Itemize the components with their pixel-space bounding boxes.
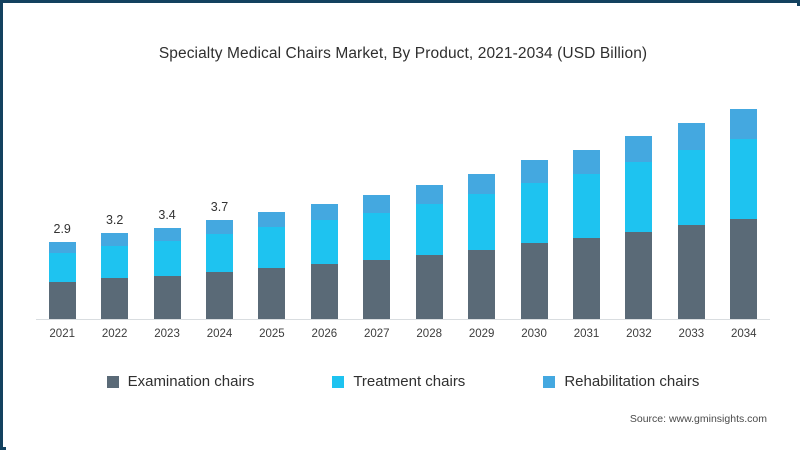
bar-segment-rehabilitation-chairs-2032 <box>625 136 653 162</box>
source-attribution: Source: www.gminsights.com <box>629 413 767 425</box>
bar-segment-rehabilitation-chairs-2033 <box>677 122 705 151</box>
bar-segment-rehabilitation-chairs-2030 <box>520 160 548 183</box>
legend-label: Rehabilitation chairs <box>564 373 700 390</box>
bar-segment-treatment-chairs-2033 <box>677 150 705 226</box>
bar-segment-rehabilitation-chairs-2027 <box>363 195 391 213</box>
bar-segment-treatment-chairs-2021 <box>48 252 76 283</box>
bar-segment-rehabilitation-chairs-2023 <box>153 227 181 241</box>
axis-baseline <box>36 319 770 320</box>
bar-value-label-2023: 3.4 <box>158 207 176 222</box>
bar-2026[interactable] <box>310 203 338 320</box>
x-axis-tick-2028: 2028 <box>416 328 442 340</box>
x-axis-tick-2021: 2021 <box>49 328 75 340</box>
bar-segment-examination-chairs-2026 <box>310 264 338 320</box>
bar-segment-treatment-chairs-2025 <box>258 226 286 269</box>
bar-2029[interactable] <box>468 173 496 320</box>
plot-area: 2.9 3.2 3.4 3.7 <box>36 98 770 320</box>
legend-swatch-icon <box>106 375 119 388</box>
bar-segment-examination-chairs-2025 <box>258 268 286 320</box>
bar-segment-treatment-chairs-2024 <box>206 233 233 272</box>
x-axis-tick-2032: 2032 <box>626 328 652 340</box>
bar-segment-rehabilitation-chairs-2021 <box>48 241 76 253</box>
bar-segment-examination-chairs-2027 <box>363 260 391 320</box>
bar-segment-examination-chairs-2024 <box>206 271 233 320</box>
chart-frame-inner <box>6 6 800 450</box>
legend-swatch-icon <box>543 375 556 388</box>
legend-label: Treatment chairs <box>353 373 466 390</box>
bar-segment-treatment-chairs-2026 <box>310 220 338 265</box>
bar-segment-treatment-chairs-2032 <box>625 161 653 232</box>
bar-2023[interactable] <box>153 227 181 320</box>
x-axis-tick-2024: 2024 <box>206 328 233 340</box>
bar-segment-treatment-chairs-2023 <box>153 240 181 276</box>
bar-value-label-2021: 2.9 <box>53 221 71 236</box>
bar-segment-examination-chairs-2033 <box>677 225 705 320</box>
bar-segment-examination-chairs-2032 <box>625 231 653 320</box>
x-axis-tick-2030: 2030 <box>521 328 547 340</box>
bar-segment-treatment-chairs-2029 <box>468 194 496 250</box>
bar-segment-examination-chairs-2031 <box>573 238 600 320</box>
bar-segment-treatment-chairs-2031 <box>573 173 600 239</box>
x-axis-tick-2027: 2027 <box>363 328 390 340</box>
bar-segment-rehabilitation-chairs-2034 <box>730 109 758 139</box>
bar-2027[interactable] <box>363 195 391 320</box>
x-axis-tick-2034: 2034 <box>730 328 757 340</box>
bar-segment-rehabilitation-chairs-2028 <box>415 184 443 204</box>
bar-segment-rehabilitation-chairs-2022 <box>101 233 129 246</box>
bar-2024[interactable] <box>206 219 233 320</box>
x-axis: 2021 2022 2023 2024 2025 2026 2027 2028 2029 2030… <box>36 328 770 348</box>
legend-swatch-icon <box>332 375 345 388</box>
x-axis-tick-2026: 2026 <box>311 328 338 340</box>
bar-segment-examination-chairs-2029 <box>468 249 496 320</box>
legend-item-rehabilitation-chairs[interactable]: Rehabilitation chairs <box>543 373 699 390</box>
legend-item-treatment-chairs[interactable]: Treatment chairs <box>332 373 465 390</box>
x-axis-tick-2025: 2025 <box>259 328 285 340</box>
x-axis-tick-2033: 2033 <box>678 328 705 340</box>
bar-segment-examination-chairs-2034 <box>730 218 758 320</box>
page-title: Specialty Medical Chairs Market, By Prod… <box>158 45 648 62</box>
bar-segment-treatment-chairs-2022 <box>101 245 129 279</box>
bar-segment-rehabilitation-chairs-2025 <box>258 211 286 227</box>
bar-segment-examination-chairs-2030 <box>520 243 548 320</box>
bar-segment-treatment-chairs-2028 <box>415 203 443 256</box>
bar-2030[interactable] <box>520 160 548 320</box>
bar-2034[interactable] <box>730 109 758 320</box>
chart-legend: Examination chairs Treatment chairs Rehabi… <box>3 373 800 390</box>
bar-2021[interactable] <box>48 241 76 320</box>
bar-2025[interactable] <box>258 211 286 320</box>
bar-segment-treatment-chairs-2030 <box>520 182 548 244</box>
bar-value-label-2024: 3.7 <box>210 199 229 214</box>
bar-2032[interactable] <box>625 136 653 320</box>
bar-segment-examination-chairs-2028 <box>415 255 443 320</box>
bar-segment-rehabilitation-chairs-2026 <box>310 203 338 221</box>
x-axis-tick-2031: 2031 <box>573 328 600 340</box>
bar-2033[interactable] <box>677 122 705 320</box>
bar-2022[interactable] <box>101 233 129 320</box>
bar-2028[interactable] <box>415 184 443 320</box>
x-axis-tick-2022: 2022 <box>101 328 128 340</box>
bar-segment-rehabilitation-chairs-2024 <box>206 219 233 234</box>
x-axis-tick-2029: 2029 <box>468 328 495 340</box>
bar-segment-treatment-chairs-2034 <box>730 138 758 219</box>
bar-segment-rehabilitation-chairs-2031 <box>573 149 600 174</box>
bar-segment-examination-chairs-2021 <box>48 282 76 320</box>
bar-segment-rehabilitation-chairs-2029 <box>468 173 496 195</box>
bar-segment-treatment-chairs-2027 <box>363 212 391 261</box>
bar-2031[interactable] <box>573 149 600 320</box>
legend-label: Examination chairs <box>127 373 255 390</box>
legend-item-examination-chairs[interactable]: Examination chairs <box>106 373 255 390</box>
bar-segment-examination-chairs-2023 <box>153 275 181 320</box>
bar-value-label-2022: 3.2 <box>105 213 124 228</box>
x-axis-tick-2023: 2023 <box>154 328 180 340</box>
bar-segment-examination-chairs-2022 <box>101 278 129 320</box>
